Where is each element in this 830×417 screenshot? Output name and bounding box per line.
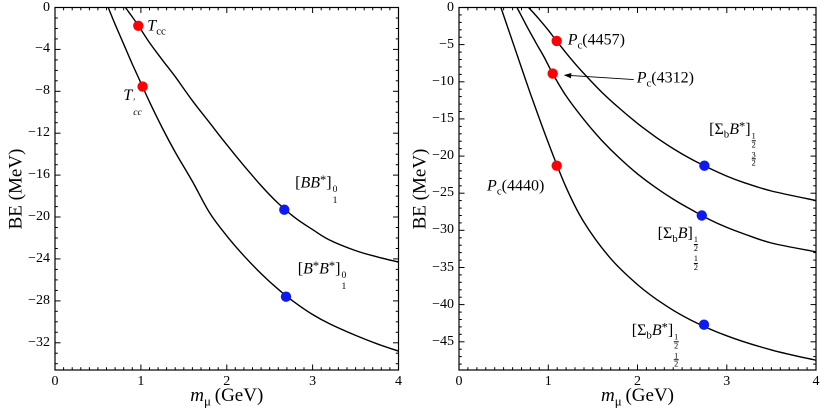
plot-canvas-left <box>54 6 400 371</box>
curve-SigmabB-J12 <box>516 7 816 253</box>
label-BstarBstar-I0-J1: [B*B*] 0 1 <box>297 258 347 292</box>
x-tick-label-left: 3 <box>309 374 317 389</box>
y-tick-label-right: −15 <box>432 110 454 126</box>
y-tick-label-right: −5 <box>439 36 454 52</box>
panel-left-charm-tetraquark: Tcc T ′ cc [BB*] 0 1 [B*B*] 0 1 0 −4 −8 −12 −16 −20 −24 −… <box>5 0 403 409</box>
point-Tcc <box>133 20 144 31</box>
y-tick-label-right: −25 <box>432 185 454 201</box>
x-axis-label-right: mμ (GeV) <box>601 385 674 409</box>
point-Pc4440 <box>551 160 562 171</box>
y-tick-label-right: −20 <box>432 148 454 164</box>
plot-frame <box>54 6 400 371</box>
y-tick-label-left: −16 <box>28 167 50 183</box>
label-Pc4457: Pc(4457) <box>567 31 625 52</box>
y-tick-label-left: −8 <box>35 83 50 99</box>
point-SigmabB-J12 <box>696 210 707 221</box>
curve-SigmabBstar-J12 <box>500 7 816 361</box>
x-tick-label-left: 2 <box>223 374 231 389</box>
y-tick-label-right: −45 <box>432 333 454 349</box>
y-tick-label-right: −30 <box>432 222 454 238</box>
label-Pc4440: Pc(4440) <box>487 177 545 198</box>
y-tick-label-left: −32 <box>28 334 50 350</box>
label-Tcc-prime: T ′ cc <box>123 86 142 119</box>
label-Tcc: Tcc <box>147 17 166 38</box>
point-SigmabBstar-J32 <box>699 160 710 171</box>
x-tick-label-right: 3 <box>723 374 731 389</box>
label-SigmabBstar-J12: [ΣbB*] 1 2 1 2 <box>631 319 679 369</box>
point-Pc4312 <box>547 68 558 79</box>
y-tick-label-right: −35 <box>432 259 454 275</box>
label-BBstar-I0-J1: [BB*] 0 1 <box>295 172 338 206</box>
point-SigmabBstar-J12 <box>698 319 710 330</box>
x-tick-label-right: 2 <box>634 374 641 389</box>
point-Tcc-prime <box>137 81 148 92</box>
y-axis-label-left: BE (MeV) <box>5 148 27 230</box>
annotation-arrow-Pc4312 <box>563 73 634 81</box>
y-tick-label-right: −10 <box>432 73 454 89</box>
y-axis-label-right: BE (MeV) <box>409 148 431 230</box>
x-axis-label-left: mμ (GeV) <box>190 385 264 409</box>
curves <box>107 7 399 352</box>
axis-ticks <box>54 7 399 370</box>
y-tick-label-right: −40 <box>432 296 454 312</box>
x-tick-label-right: 0 <box>455 374 463 389</box>
y-tick-label-left: −24 <box>28 250 50 266</box>
x-tick-label-left: 4 <box>395 374 402 389</box>
y-tick-label-left: 0 <box>43 0 50 15</box>
y-tick-label-left: −28 <box>28 292 50 308</box>
curves <box>500 7 816 361</box>
label-SigmabBstar-J32: [ΣbB*] 1 2 3 2 <box>709 118 756 168</box>
curve-BBstar-I0-J1 <box>124 7 399 263</box>
x-tick-label-left: 1 <box>137 374 145 389</box>
plot-canvas-right <box>458 6 817 371</box>
axis-ticks <box>458 7 817 370</box>
point-Pc4457 <box>551 35 562 47</box>
label-SigmabB-J12: [ΣbB] 1 2 1 2 <box>657 224 698 272</box>
x-tick-label-right: 1 <box>544 374 552 389</box>
x-tick-label-left: 0 <box>51 374 59 389</box>
y-tick-label-right: 0 <box>447 0 454 15</box>
label-Pc4312: Pc(4312) <box>636 69 694 90</box>
y-tick-label-left: −12 <box>28 125 50 141</box>
point-BBstar-I0-J1 <box>279 204 290 215</box>
y-tick-label-left: −4 <box>35 41 50 57</box>
x-tick-label-right: 4 <box>812 374 820 389</box>
curve-BstarBstar-I0-J1 <box>107 7 399 352</box>
y-tick-label-left: −20 <box>28 209 50 224</box>
point-BstarBstar-I0-J1 <box>280 291 292 302</box>
panel-right-pentaquark: Pc(4457) Pc(4312) Pc(4440) [ΣbB*] 1 2 3 2 [ΣbB] 1… <box>410 0 830 417</box>
